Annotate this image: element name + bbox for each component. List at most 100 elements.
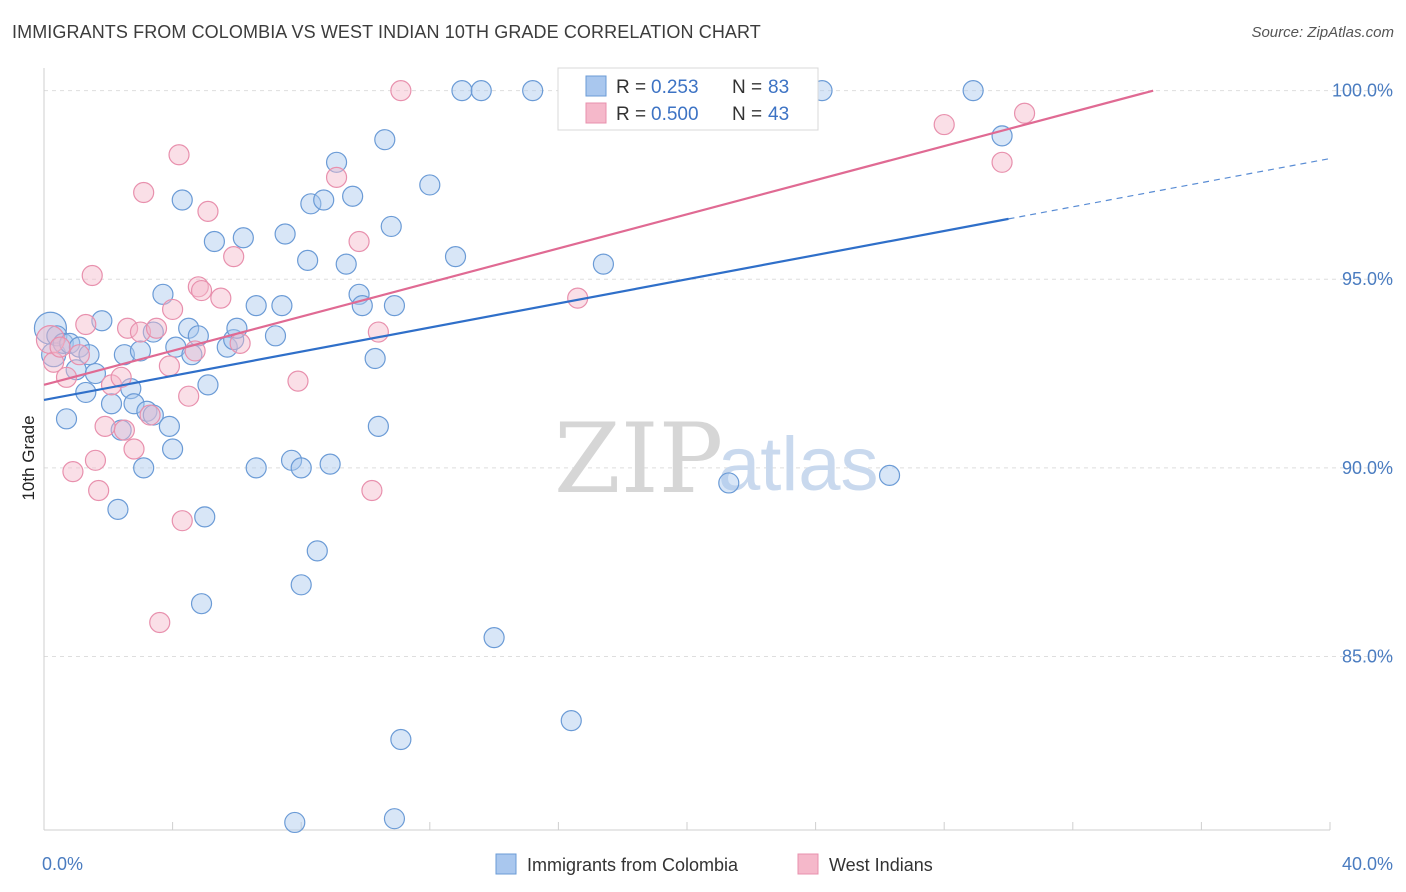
- blue-data-point: [300, 193, 322, 215]
- pink-data-point: [62, 461, 84, 483]
- pink-data-point: [110, 366, 132, 388]
- pink-data-point: [129, 321, 152, 343]
- pink-data-point: [187, 276, 209, 298]
- data-points: [33, 80, 1036, 834]
- legend-r-value-pink: 0.500: [651, 104, 699, 125]
- blue-data-point: [380, 215, 402, 238]
- x-tick-label: 40.0%: [1342, 854, 1393, 874]
- blue-data-point: [991, 125, 1013, 147]
- blue-data-point: [522, 80, 544, 102]
- legend-n-value-blue: 83: [768, 77, 789, 98]
- pink-data-point: [390, 80, 412, 102]
- blue-data-point: [245, 457, 267, 479]
- blue-data-point: [55, 408, 78, 430]
- x-tick-labels: 0.0% 40.0%: [42, 854, 1393, 874]
- blue-data-point: [190, 593, 213, 615]
- blue-data-point: [290, 457, 312, 479]
- source-credit: Source: ZipAtlas.com: [1251, 24, 1394, 41]
- pink-data-point: [1013, 102, 1036, 124]
- pink-trend-line: [43, 89, 1154, 386]
- blue-data-point: [335, 253, 357, 275]
- pink-data-point: [210, 287, 232, 309]
- legend-r-label-blue: R =: [616, 77, 646, 98]
- blue-data-point: [129, 340, 152, 362]
- pink-data-point: [325, 166, 348, 188]
- blue-data-point: [718, 472, 740, 494]
- blue-data-point: [203, 230, 225, 253]
- pink-data-point: [75, 313, 97, 336]
- pink-data-point: [139, 404, 161, 426]
- pink-data-point: [361, 479, 383, 502]
- watermark-atlas: atlas: [718, 422, 879, 507]
- series-legend-label-colombia: Immigrants from Colombia: [527, 855, 739, 875]
- y-tick-label: 100.0%: [1332, 81, 1393, 101]
- trend-lines: [43, 89, 1331, 402]
- blue-data-point: [374, 129, 396, 151]
- pink-data-point: [49, 336, 71, 358]
- blue-data-point: [245, 295, 267, 317]
- blue-data-point: [162, 438, 184, 460]
- pink-data-point: [190, 279, 213, 302]
- pink-data-point: [84, 449, 107, 471]
- blue-data-point: [560, 710, 582, 732]
- pink-data-point: [229, 332, 251, 354]
- pink-data-point: [68, 344, 90, 366]
- blue-data-point: [325, 151, 348, 173]
- blue-data-point: [306, 540, 328, 562]
- blue-data-point: [123, 393, 145, 415]
- blue-data-point: [274, 223, 296, 245]
- blue-data-point: [284, 811, 306, 834]
- axes: [43, 68, 1331, 831]
- pink-data-point: [287, 370, 309, 392]
- watermark: ZIP atlas: [554, 403, 879, 515]
- pink-data-point: [133, 181, 155, 204]
- legend-n-label-pink: N =: [732, 104, 762, 125]
- blue-data-point: [197, 374, 219, 396]
- pink-data-point: [88, 479, 110, 502]
- blue-trend-extension: [1008, 157, 1331, 220]
- blue-data-point: [419, 174, 441, 196]
- blue-data-point: [133, 457, 155, 479]
- series-legend-swatch-west-indians: [797, 853, 819, 875]
- y-tick-labels: 85.0% 90.0% 95.0% 100.0%: [1332, 81, 1393, 667]
- blue-data-point: [342, 185, 364, 207]
- blue-data-point: [194, 506, 216, 528]
- pink-data-point: [149, 611, 171, 634]
- pink-data-point: [991, 151, 1013, 173]
- blue-data-point: [113, 344, 135, 366]
- pink-data-point: [197, 200, 219, 222]
- legend-n-label-blue: N =: [732, 77, 762, 98]
- blue-data-point: [962, 80, 984, 102]
- pink-data-point: [113, 419, 135, 441]
- pink-data-point: [168, 144, 190, 166]
- legend-swatch-pink: [585, 102, 607, 124]
- blue-data-point: [91, 310, 113, 332]
- blue-data-point: [367, 415, 389, 437]
- blue-data-point: [171, 189, 193, 211]
- blue-data-point: [290, 574, 312, 596]
- pink-data-point: [94, 415, 116, 437]
- series-legend-swatch-colombia: [495, 853, 517, 875]
- y-tick-label: 95.0%: [1342, 269, 1393, 289]
- correlation-legend: R = 0.253 N = 83 R = 0.500 N = 43: [557, 67, 819, 131]
- blue-data-point: [470, 80, 492, 102]
- blue-data-point: [158, 415, 180, 437]
- pink-data-point: [933, 113, 955, 136]
- x-tick-label: 0.0%: [42, 854, 83, 874]
- series-legend-label-west-indians: West Indians: [829, 855, 933, 875]
- blue-data-point: [592, 253, 615, 275]
- pink-data-point: [223, 246, 245, 268]
- blue-data-point: [364, 347, 386, 370]
- blue-data-point: [271, 295, 293, 317]
- y-tick-label: 90.0%: [1342, 458, 1393, 478]
- blue-data-point: [451, 80, 473, 102]
- pink-data-point: [116, 317, 139, 339]
- pink-data-point: [81, 264, 103, 287]
- pink-data-point: [158, 355, 180, 377]
- y-tick-label: 85.0%: [1342, 646, 1393, 666]
- legend-swatch-blue: [585, 75, 607, 97]
- blue-data-point: [444, 246, 467, 268]
- blue-data-point: [319, 453, 341, 475]
- blue-data-point: [142, 321, 164, 343]
